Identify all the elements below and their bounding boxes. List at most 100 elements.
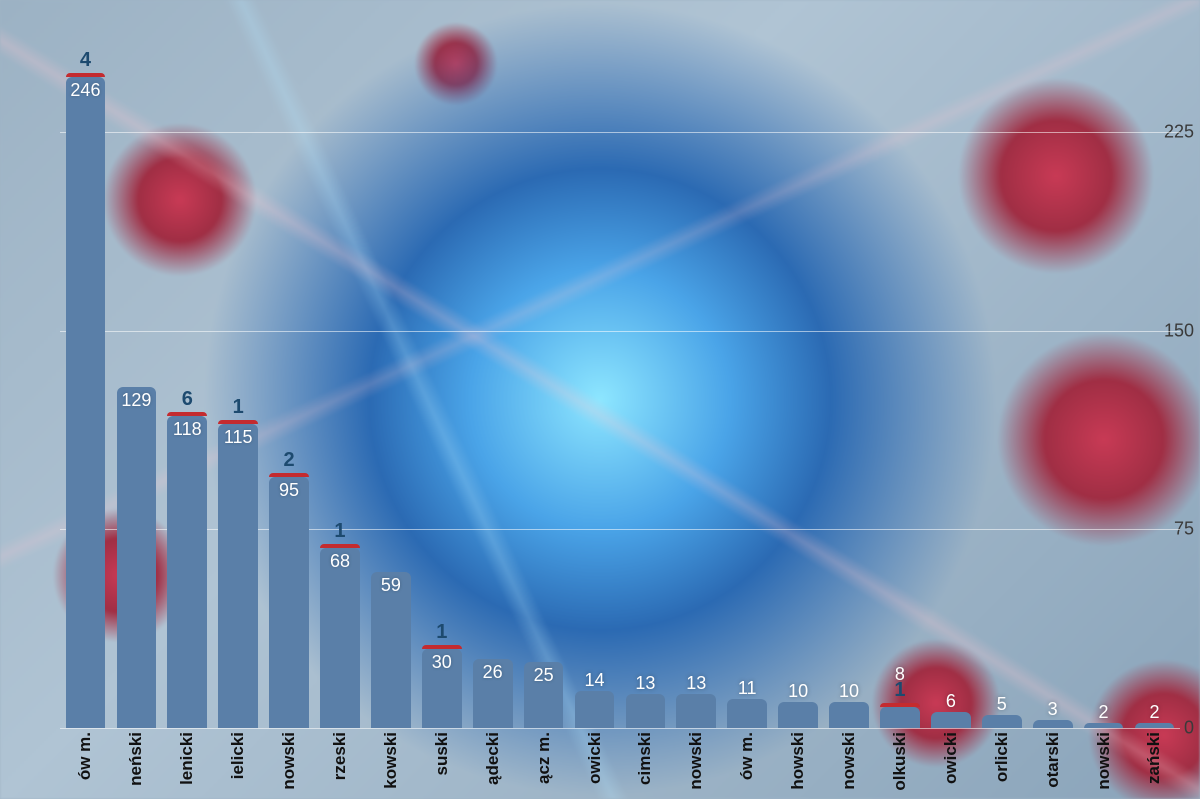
bar-slot: 130 [416, 649, 467, 728]
bar-value-label: 11 [738, 675, 757, 697]
bar-slot: 10 [824, 702, 875, 728]
x-axis-label: howski [788, 732, 808, 790]
bar-cap [880, 703, 920, 707]
x-axis-label: ącz m. [534, 732, 554, 784]
x-axis-label: rzeski [330, 732, 350, 780]
bar: 4246 [66, 77, 106, 728]
x-label-slot: cimski [620, 728, 671, 799]
bar: 5 [982, 715, 1022, 728]
bar: 14 [575, 691, 615, 728]
x-axis-label: neński [126, 732, 146, 786]
bar-slot: 168 [315, 548, 366, 728]
bars-container: 4246129611811152951685913026251413131110… [60, 0, 1180, 728]
x-label-slot: olkuski [875, 728, 926, 799]
bar-slot: 13 [671, 694, 722, 728]
bar-value-label: 3 [1048, 696, 1058, 718]
x-axis-label: owicki [585, 732, 605, 784]
bar-value-label: 6 [946, 688, 956, 710]
bar: 6118 [167, 416, 207, 728]
bar: 3 [1033, 720, 1073, 728]
x-axis-label: suski [432, 732, 452, 775]
x-label-slot: otarski [1027, 728, 1078, 799]
bar-slot: 1115 [213, 424, 264, 728]
bar-annotation: 1 [436, 621, 447, 644]
x-axis-label: nowski [279, 732, 299, 790]
bar: 13 [626, 694, 666, 728]
bar-slot: 25 [518, 662, 569, 728]
bar-cap [66, 73, 106, 77]
bar-slot: 129 [111, 387, 162, 728]
bar-value-label: 2 [1099, 699, 1109, 721]
x-label-slot: zański [1129, 728, 1180, 799]
bar-slot: 14 [569, 691, 620, 728]
bar-value-label: 10 [788, 678, 808, 700]
bar-cap [167, 412, 207, 416]
bar-value-label: 68 [330, 548, 350, 570]
bar-value-label: 14 [584, 667, 604, 689]
bar-cap [422, 645, 462, 649]
x-axis-label: nowski [1094, 732, 1114, 790]
bar-value-label: 26 [483, 659, 503, 681]
bar-slot: 10 [773, 702, 824, 728]
x-label-slot: owicki [925, 728, 976, 799]
bar-value-label: 10 [839, 678, 859, 700]
bar-annotation: 1 [233, 396, 244, 419]
x-axis-label: orlicki [992, 732, 1012, 782]
x-label-slot: ielicki [213, 728, 264, 799]
bar-slot: 26 [467, 659, 518, 728]
x-label-slot: nowski [824, 728, 875, 799]
x-axis-label: ów m. [75, 732, 95, 780]
bar-value-label: 115 [224, 424, 253, 446]
x-axis-labels: ów m.neńskilenickiielickinowskirzeskikow… [60, 728, 1180, 799]
bar-slot: 295 [264, 477, 315, 728]
x-label-slot: lenicki [162, 728, 213, 799]
x-label-slot: howski [773, 728, 824, 799]
x-label-slot: ów m. [60, 728, 111, 799]
x-label-slot: nowski [1078, 728, 1129, 799]
x-label-slot: nowski [264, 728, 315, 799]
bar-value-label: 13 [686, 670, 706, 692]
bar-value-label: 30 [432, 649, 452, 671]
x-axis-label: ielicki [228, 732, 248, 779]
bar: 130 [422, 649, 462, 728]
x-label-slot: orlicki [976, 728, 1027, 799]
bar-value-label: 5 [997, 691, 1007, 713]
x-axis-label: ądecki [483, 732, 503, 785]
bar-value-label: 2 [1149, 699, 1159, 721]
x-label-slot: ądecki [467, 728, 518, 799]
bar: 25 [524, 662, 564, 728]
bar-value-label: 8 [895, 661, 905, 683]
bar-slot: 18 [875, 707, 926, 728]
bar-cap [218, 420, 258, 424]
bar-slot: 5 [976, 715, 1027, 728]
bar-annotation: 1 [334, 520, 345, 543]
bar: 59 [371, 572, 411, 728]
bar-value-label: 25 [534, 662, 554, 684]
x-label-slot: owicki [569, 728, 620, 799]
bar: 168 [320, 548, 360, 728]
bar: 10 [829, 702, 869, 728]
bar-value-label: 129 [121, 387, 151, 409]
bar-value-label: 246 [70, 77, 100, 99]
bar-slot: 13 [620, 694, 671, 728]
x-label-slot: rzeski [315, 728, 366, 799]
bar: 295 [269, 477, 309, 728]
bar: 129 [117, 387, 157, 728]
x-axis-label: olkuski [890, 732, 910, 791]
x-axis-label: nowski [839, 732, 859, 790]
x-axis-label: lenicki [177, 732, 197, 785]
bar-value-label: 118 [173, 416, 202, 438]
bar-slot: 3 [1027, 720, 1078, 728]
bar: 1115 [218, 424, 258, 728]
bar: 26 [473, 659, 513, 728]
bar-cap [269, 473, 309, 477]
bar-annotation: 4 [80, 49, 91, 72]
bar-value-label: 13 [635, 670, 655, 692]
bar-slot: 6118 [162, 416, 213, 728]
bar-slot: 6 [925, 712, 976, 728]
bar-slot: 59 [365, 572, 416, 728]
x-label-slot: ów m. [722, 728, 773, 799]
bar-value-label: 59 [381, 572, 401, 594]
bar: 13 [676, 694, 716, 728]
x-axis-label: nowski [686, 732, 706, 790]
